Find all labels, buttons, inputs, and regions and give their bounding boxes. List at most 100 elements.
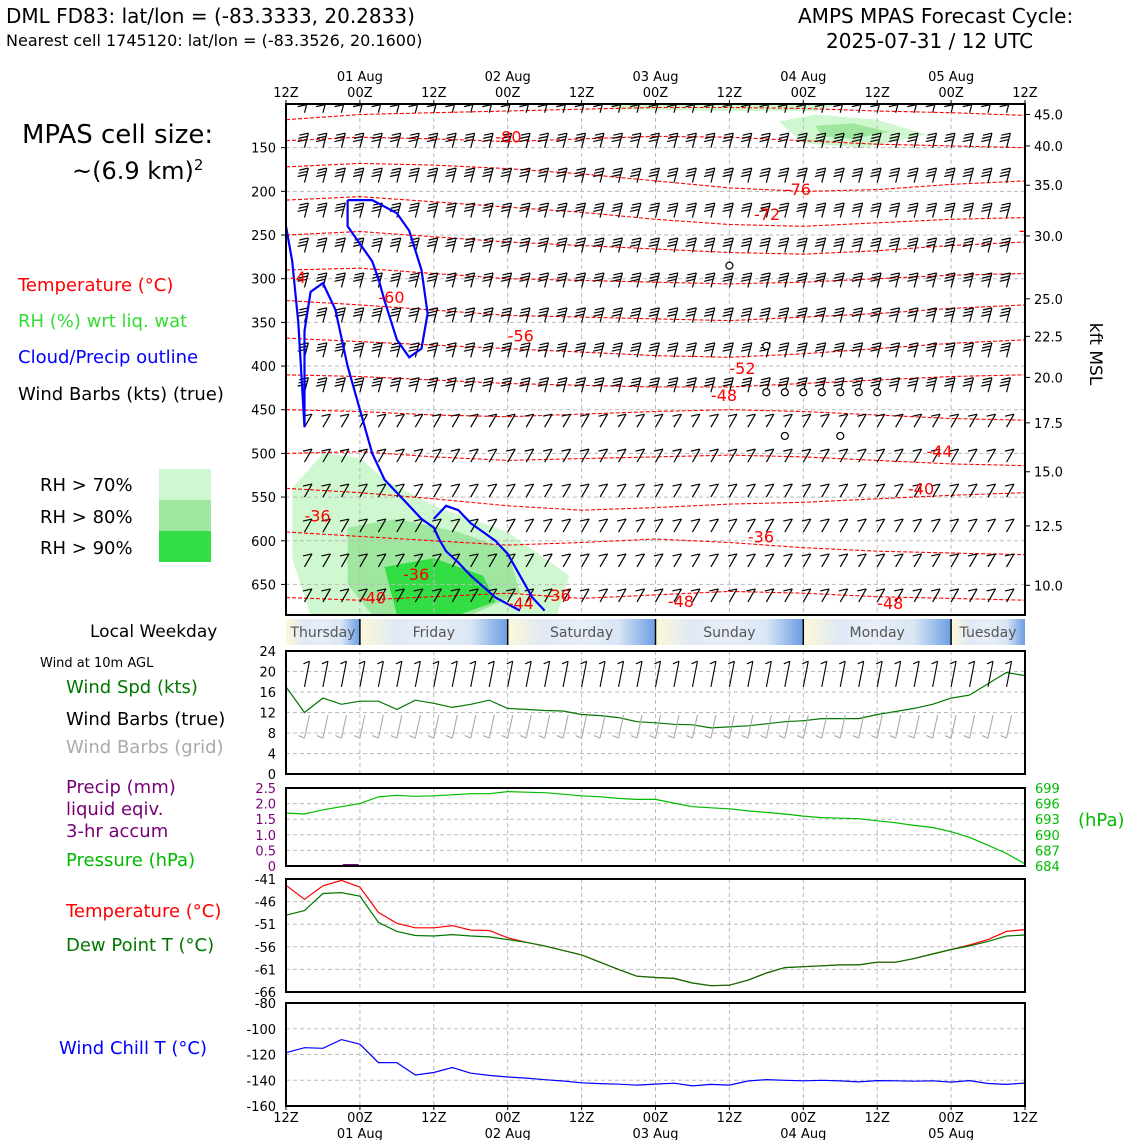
wind-barb-feather [501, 240, 511, 244]
wind-barb-staff [673, 237, 679, 253]
temp-label-bg [783, 182, 811, 199]
wind-barb-staff [932, 377, 938, 393]
wind-barb-staff [451, 448, 461, 463]
wind-barb-feather [648, 138, 658, 143]
wind-barb-staff [728, 553, 738, 568]
wind-barb-staff [858, 448, 867, 463]
pressure-line [285, 790, 1026, 865]
wind-barb-grid-staff [303, 714, 311, 739]
wind-barb-staff [968, 237, 975, 253]
wind-barb [519, 342, 531, 358]
wind-barb-feather [432, 518, 442, 522]
wind-barb-feather [703, 243, 714, 247]
wind-barb-feather [409, 380, 419, 384]
wind-barb [321, 483, 331, 498]
wind-barb-feather [687, 377, 697, 381]
wind-barb-feather [761, 307, 771, 311]
wind-barb-staff [340, 237, 346, 253]
wind-barb-feather [986, 588, 996, 592]
wind-barb-staff [765, 167, 771, 183]
wind-barb-feather [593, 380, 604, 384]
wind-barb-grid-feather [797, 735, 804, 739]
wind-barb-feather [519, 138, 529, 143]
wind-barb-staff [636, 307, 642, 323]
wind-barb [672, 483, 682, 498]
wind-barb [722, 104, 733, 113]
wind-barb-feather [668, 377, 678, 381]
wind-barb-staff [433, 413, 442, 428]
wind-barb-grid-feather [870, 735, 878, 739]
wind-barb-feather [722, 243, 732, 247]
wind-barb [408, 237, 420, 253]
wind-barb-staff [710, 167, 716, 183]
wind-barb-staff [470, 377, 476, 393]
wind-barb-feather [746, 553, 756, 557]
wind-barb-feather [390, 310, 401, 314]
wind-barb-staff [932, 167, 938, 183]
wind-barb-feather [616, 553, 627, 557]
wind-barb-staff [414, 133, 420, 148]
wind-barb-feather [539, 237, 549, 241]
wind-barb-feather [1001, 377, 1011, 381]
wind-barb-feather [870, 138, 880, 143]
wind-barb [506, 413, 516, 428]
wind-barb [635, 518, 646, 533]
wind-barb-feather [667, 240, 678, 244]
wind-barb-staff [821, 413, 830, 428]
wind-barb-staff [322, 202, 328, 218]
wind-barb [833, 132, 845, 148]
wind-barb-feather [358, 448, 368, 452]
wind-barb [352, 237, 365, 253]
wind-barb [783, 518, 793, 533]
wind-barb-feather [427, 240, 437, 244]
wind-barb-staff [765, 413, 775, 428]
wind-barb-grid-staff [340, 714, 347, 739]
calm-wind-circle [836, 388, 845, 397]
wind-barb [482, 272, 494, 288]
wind-barb-feather [432, 553, 442, 557]
wind-barb-staff [1006, 448, 1015, 463]
weekday-segment [286, 619, 360, 645]
wind-barb-grid-feather [686, 735, 693, 739]
wind-barb-true-feather [709, 660, 717, 665]
precip-panel-frame [285, 787, 1026, 867]
wind-barb-staff [396, 448, 405, 463]
wind-barb [709, 518, 719, 533]
wind-barb [870, 132, 882, 148]
wind-barb-staff [377, 377, 383, 393]
wind-barb-feather [482, 383, 492, 387]
wind-barb-staff [987, 413, 997, 428]
wind-barb [556, 167, 568, 183]
wind-barb-staff [858, 104, 862, 113]
wind-barb-feather [463, 278, 474, 282]
wind-barb-feather [685, 313, 695, 317]
wind-barb-staff [932, 307, 938, 323]
wind-barb-feather [871, 104, 872, 105]
wind-barb-feather [982, 307, 993, 311]
wind-barb-staff [451, 104, 456, 113]
wind-barb-staff [784, 272, 790, 288]
wind-barb-staff [895, 518, 904, 533]
wind-barb [574, 342, 587, 358]
wind-barb [925, 342, 938, 358]
wind-barb-feather [963, 135, 973, 139]
wind-barb [574, 377, 587, 393]
wind-barb [506, 518, 516, 533]
wind-barb-feather [668, 104, 669, 105]
wind-barb-true-feather [598, 660, 606, 665]
wind-barb [690, 448, 701, 463]
wind-barb-feather [705, 167, 715, 171]
wind-barb-feather [409, 345, 419, 349]
wind-barb-feather [519, 278, 529, 282]
wind-barb [445, 237, 457, 253]
wind-barb-true-feather [524, 660, 532, 665]
wind-barb-feather [870, 278, 880, 282]
wind-barb-staff [950, 307, 956, 323]
wind-barb-grid [335, 714, 347, 739]
wind-barb-feather [358, 483, 368, 487]
wind-barb [524, 448, 535, 463]
weekday-segment [507, 619, 656, 645]
wind-barb-staff [470, 272, 476, 288]
rh90-swatch [159, 531, 211, 562]
wind-barb-grid-feather [316, 735, 324, 739]
